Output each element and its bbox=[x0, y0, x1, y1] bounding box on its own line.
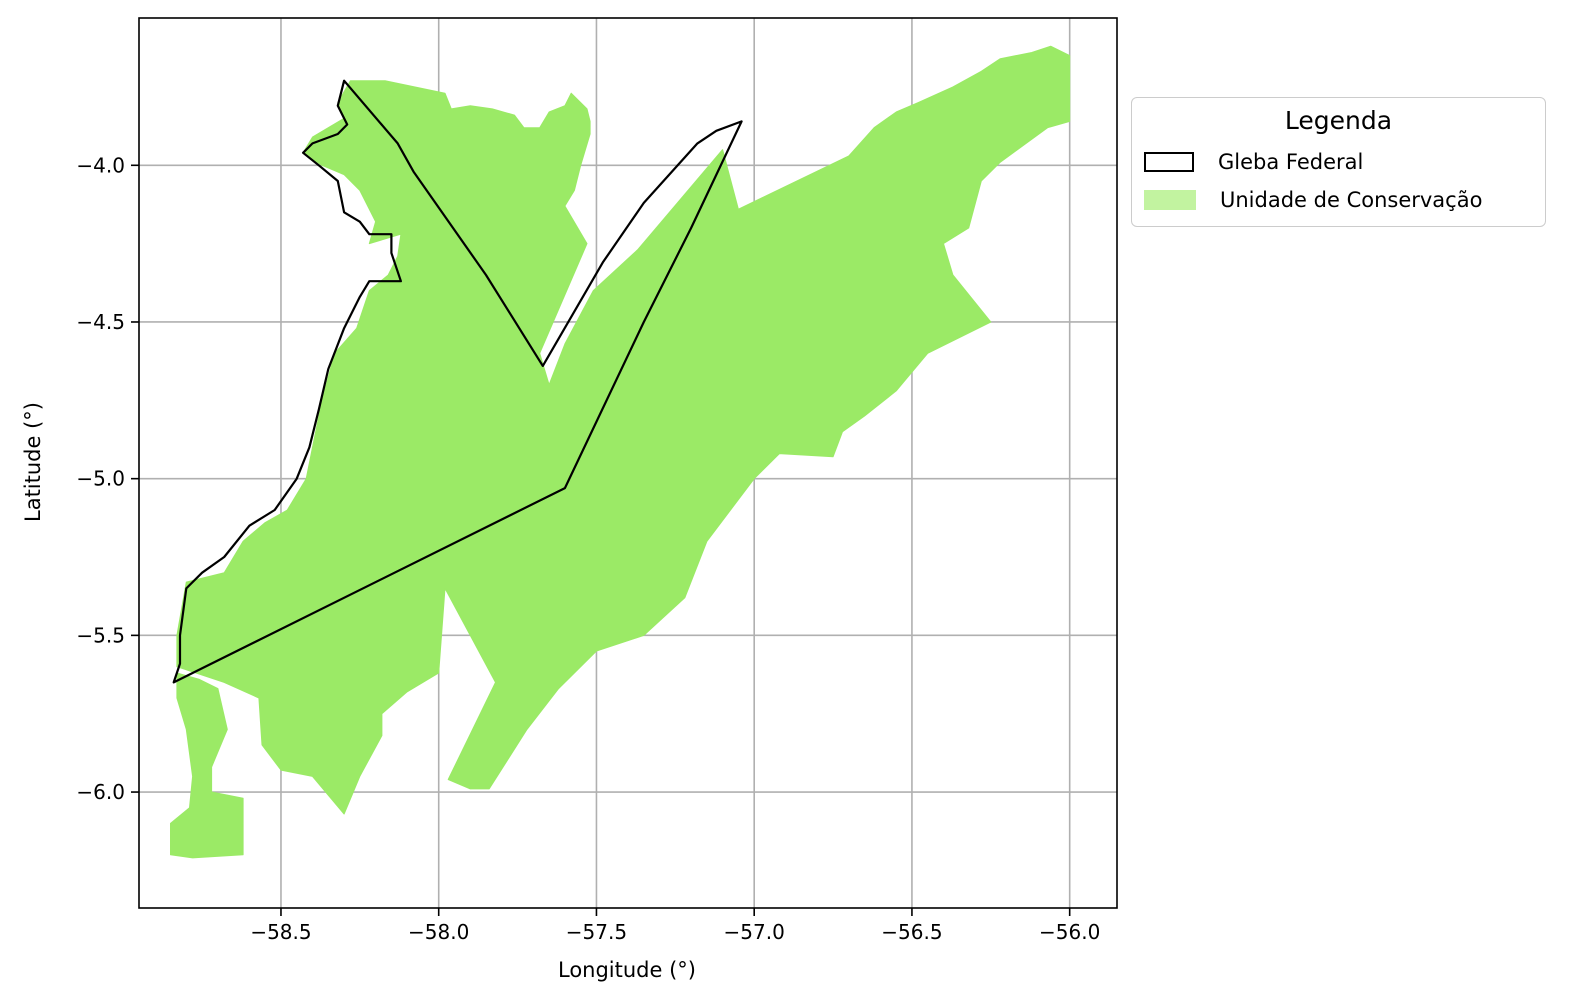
legend-label-uc: Unidade de Conservação bbox=[1220, 188, 1483, 212]
x-tick-label: −56.5 bbox=[881, 920, 942, 944]
y-tick-label: −5.0 bbox=[76, 467, 125, 491]
gleba-layer bbox=[172, 79, 743, 684]
uc-polygon bbox=[176, 45, 1071, 815]
x-axis-title: Longitude (°) bbox=[558, 958, 696, 982]
y-tick-label: −6.0 bbox=[76, 780, 125, 804]
legend: Legenda Gleba Federal Unidade de Conserv… bbox=[1131, 97, 1546, 227]
uc-layer bbox=[170, 45, 1071, 859]
gleba-polygon bbox=[172, 79, 743, 684]
y-tick-label: −4.0 bbox=[76, 153, 125, 177]
x-tick-label: −56.0 bbox=[1039, 920, 1100, 944]
legend-item-uc: Unidade de Conservação bbox=[1144, 186, 1482, 214]
legend-item-gleba: Gleba Federal bbox=[1144, 148, 1363, 176]
legend-swatch-gleba bbox=[1144, 152, 1194, 172]
x-tick-label: −58.0 bbox=[408, 920, 469, 944]
plot-frame bbox=[138, 17, 1118, 909]
x-tick-label: −57.0 bbox=[724, 920, 785, 944]
legend-title: Legenda bbox=[1284, 106, 1393, 135]
legend-label-gleba: Gleba Federal bbox=[1218, 150, 1364, 174]
tick-labels: −58.5 −58.0 −57.5 −57.0 −56.5 −56.0 −4.0 −4.5 −5… bbox=[76, 153, 1100, 944]
y-tick-label: −4.5 bbox=[76, 310, 125, 334]
legend-swatch-uc bbox=[1144, 190, 1196, 210]
y-tick-label: −5.5 bbox=[76, 623, 125, 647]
tick-marks bbox=[131, 164, 1071, 916]
uc-polygon bbox=[170, 672, 244, 859]
x-tick-label: −58.5 bbox=[250, 920, 311, 944]
y-axis-title: Latitude (°) bbox=[21, 402, 45, 522]
x-tick-label: −57.5 bbox=[566, 920, 627, 944]
